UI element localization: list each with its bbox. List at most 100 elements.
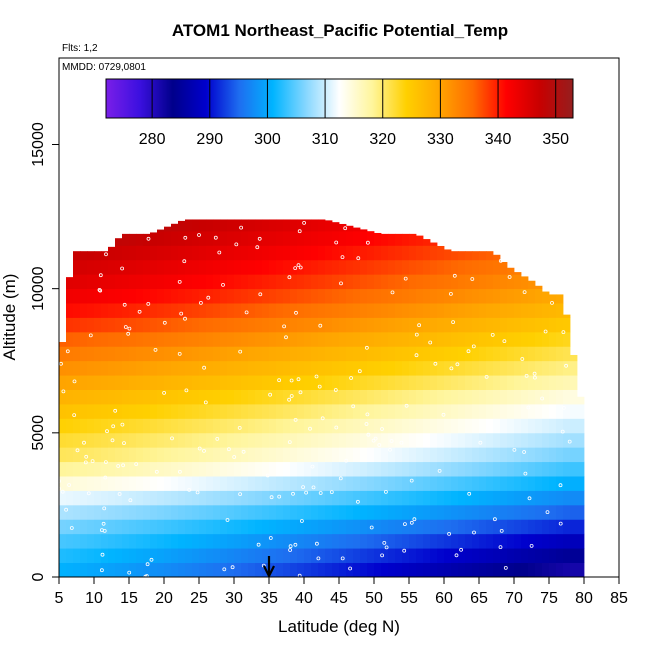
heatmap-cell: [73, 519, 81, 535]
sample-point: [206, 295, 211, 300]
heatmap-cell: [262, 375, 270, 390]
sample-point: [137, 309, 142, 314]
y-tick-label: 0: [30, 572, 47, 581]
heatmap-cell: [409, 533, 417, 549]
heatmap-cell: [402, 233, 410, 246]
heatmap-cell: [297, 461, 305, 477]
heatmap-cell: [164, 360, 172, 376]
sample-point: [75, 448, 80, 453]
heatmap-cell: [367, 231, 375, 246]
heatmap-cell: [325, 303, 333, 318]
sample-point: [550, 300, 554, 305]
heatmap-cell: [87, 461, 95, 477]
heatmap-cell: [115, 404, 123, 419]
heatmap-cell: [493, 504, 501, 520]
heatmap-cell: [374, 346, 382, 362]
heatmap-cell: [59, 447, 67, 463]
sample-point: [123, 325, 128, 329]
heatmap-cell: [318, 288, 326, 304]
heatmap-cell: [451, 274, 459, 290]
heatmap-cell: [94, 562, 102, 578]
heatmap-cell: [185, 533, 193, 549]
heatmap-cell: [472, 548, 480, 563]
heatmap-cell: [255, 360, 263, 376]
heatmap-cell: [367, 404, 375, 419]
heatmap-cell: [353, 231, 361, 246]
heatmap-cell: [143, 288, 151, 304]
heatmap-cell: [535, 331, 543, 347]
heatmap-cell: [339, 476, 347, 491]
heatmap-cell: [234, 389, 242, 405]
sample-point: [111, 424, 116, 429]
sample-point: [237, 425, 242, 430]
heatmap-cell: [479, 288, 487, 304]
heatmap-cell: [73, 303, 81, 318]
heatmap-cell: [227, 519, 235, 535]
heatmap-cell: [66, 562, 74, 578]
heatmap-cell: [402, 562, 410, 578]
heatmap-cell: [521, 346, 529, 362]
heatmap-cell: [178, 231, 186, 246]
heatmap-cell: [500, 288, 508, 304]
heatmap-cell: [332, 504, 340, 520]
sample-point: [61, 389, 66, 394]
heatmap-cell: [234, 245, 242, 261]
heatmap-cell: [157, 461, 165, 477]
heatmap-cell: [304, 389, 312, 405]
heatmap-cell: [87, 317, 95, 333]
sample-point: [365, 412, 370, 417]
heatmap-cell: [437, 432, 445, 448]
heatmap-cell: [563, 389, 571, 405]
heatmap-cell: [185, 245, 193, 261]
colorbar-gradient: [105, 78, 574, 119]
heatmap-cell: [311, 231, 319, 246]
heatmap-cell: [255, 490, 263, 506]
heatmap-cell: [395, 317, 403, 333]
heatmap-cell: [283, 259, 291, 275]
heatmap-cell: [423, 346, 431, 362]
sample-point: [403, 276, 408, 281]
heatmap-cell: [304, 245, 312, 261]
heatmap-cell: [304, 562, 312, 578]
heatmap-cell: [535, 285, 543, 290]
heatmap-cell: [171, 490, 179, 506]
heatmap-cell: [437, 259, 445, 275]
heatmap-cell: [241, 360, 249, 376]
heatmap-cell: [416, 490, 424, 506]
sample-point: [113, 408, 118, 413]
heatmap-cell: [304, 447, 312, 463]
x-tick-label: 55: [400, 590, 418, 607]
heatmap-cell: [402, 245, 410, 261]
heatmap-cell: [472, 259, 480, 275]
heatmap-cell: [297, 231, 305, 246]
heatmap-cell: [129, 548, 137, 563]
heatmap-cell: [311, 288, 319, 304]
heatmap-cell: [549, 476, 557, 491]
heatmap-cell: [332, 432, 340, 448]
heatmap-cell: [409, 346, 417, 362]
heatmap-cell: [101, 303, 109, 318]
heatmap-cell: [444, 346, 452, 362]
heatmap-cell: [458, 476, 466, 491]
heatmap-cell: [500, 432, 508, 448]
heatmap-cell: [108, 288, 116, 304]
heatmap-cell: [472, 274, 480, 290]
heatmap-cell: [262, 432, 270, 448]
heatmap-cell: [66, 548, 74, 563]
sample-point: [564, 363, 568, 368]
heatmap-cell: [206, 288, 214, 304]
heatmap-cell: [381, 548, 389, 563]
sample-point: [499, 529, 504, 533]
heatmap-cell: [381, 331, 389, 347]
heatmap-cell: [192, 288, 200, 304]
heatmap-cell: [339, 432, 347, 448]
heatmap-cell: [122, 317, 130, 333]
heatmap-cell: [430, 317, 438, 333]
heatmap-cell: [94, 418, 102, 434]
heatmap-cell: [493, 389, 501, 405]
heatmap-cell: [451, 288, 459, 304]
sample-point: [454, 553, 459, 558]
heatmap-cell: [290, 418, 298, 434]
heatmap-cell: [276, 533, 284, 549]
heatmap-cell: [185, 432, 193, 448]
